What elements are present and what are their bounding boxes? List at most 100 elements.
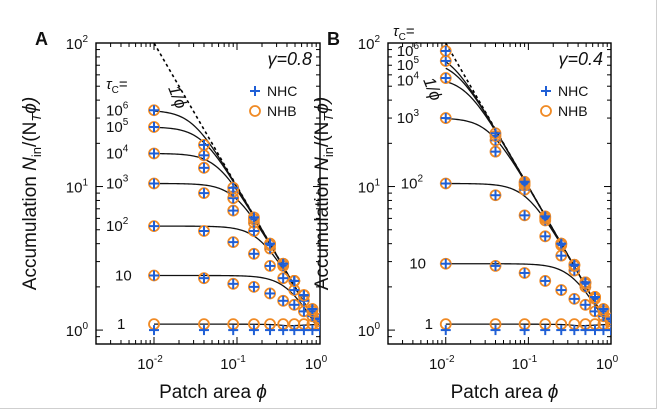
nhc-point: [198, 150, 209, 161]
nhc-point: [540, 325, 551, 336]
x-tick-label: 10-2: [137, 354, 163, 373]
nhc-point: [198, 325, 209, 336]
nhc-point: [598, 304, 609, 315]
y-tick-label: 100: [66, 321, 89, 340]
nhc-point: [228, 205, 239, 216]
nhc-point: [589, 292, 600, 303]
plot-content: [148, 43, 320, 336]
x-axis-label: Patch area ϕ: [451, 382, 559, 403]
nhc-point: [198, 273, 209, 284]
legend-marker-circle: [540, 105, 552, 117]
y-tick-label: 102: [358, 34, 381, 53]
nhc-point: [606, 316, 611, 327]
tau-label: 10: [409, 256, 426, 273]
nhc-point: [298, 290, 309, 301]
legend-marker-plus: [250, 86, 260, 96]
y-tick-label: 101: [358, 178, 381, 197]
nhc-point: [490, 128, 501, 139]
x-axis-label: Patch area ϕ: [159, 382, 267, 403]
tau-header: τC=: [106, 76, 128, 96]
nhc-point: [519, 267, 530, 278]
nhc-point: [580, 325, 591, 336]
nhc-point: [519, 210, 530, 221]
gamma-annotation: γ=0.4: [558, 49, 603, 69]
nhc-point: [265, 238, 276, 249]
tau-label: 104: [106, 143, 129, 162]
theory-curve: [154, 274, 320, 326]
tau-label: 103: [397, 108, 420, 127]
legend-marker-plus: [541, 86, 551, 96]
nhc-point: [519, 176, 530, 187]
nhc-point: [589, 325, 600, 336]
tau-label: 104: [397, 70, 420, 89]
x-tick-label: 10-1: [220, 354, 246, 373]
nhc-point: [440, 113, 451, 124]
nhc-point: [440, 55, 451, 66]
nhc-point: [149, 178, 160, 189]
nhc-point: [540, 231, 551, 242]
nhc-point: [228, 278, 239, 289]
tau-label: 102: [106, 216, 129, 235]
nhc-point: [540, 211, 551, 222]
nhc-point: [440, 45, 451, 56]
plot-content: [439, 43, 611, 336]
nhc-point: [556, 250, 567, 261]
legend-label: NHB: [558, 103, 588, 119]
nhc-point: [440, 178, 451, 189]
nhc-point: [315, 313, 320, 324]
tau-label: 102: [401, 174, 424, 193]
theory-curve: [445, 323, 611, 327]
panel-label: A: [35, 29, 48, 49]
nhc-point: [149, 221, 160, 232]
nhc-point: [248, 325, 259, 336]
nhc-point: [228, 237, 239, 248]
x-tick-label: 10-2: [429, 354, 455, 373]
legend-label: NHC: [558, 83, 588, 99]
tau-label: 1: [425, 316, 433, 333]
tau-label: 103: [106, 174, 129, 193]
nhc-point: [606, 313, 611, 324]
nhc-point: [198, 226, 209, 237]
nhc-point: [149, 148, 160, 159]
y-axis-label: Accumulation Nin/(NTϕ): [20, 97, 44, 290]
nhc-point: [198, 139, 209, 150]
reference-line-label: 1/ϕ: [164, 82, 190, 111]
nhc-point: [265, 288, 276, 299]
nhc-point: [490, 190, 501, 201]
tau-label: 105: [397, 55, 420, 74]
nhc-point: [289, 325, 300, 336]
tau-label: 106: [106, 100, 129, 119]
nhc-point: [149, 270, 160, 281]
nhc-point: [540, 275, 551, 286]
nhc-point: [248, 281, 259, 292]
tau-label: 106: [397, 41, 420, 60]
nhc-point: [198, 162, 209, 173]
nhc-point: [606, 325, 611, 336]
nhc-point: [289, 275, 300, 286]
gamma-annotation: γ=0.8: [267, 49, 312, 69]
nhc-point: [490, 325, 501, 336]
nhc-point: [149, 325, 160, 336]
tau-label: 105: [106, 117, 129, 136]
x-tick-label: 100: [305, 354, 328, 373]
nhc-point: [315, 316, 320, 327]
tau-header: τC=: [393, 23, 415, 43]
nhc-point: [278, 258, 289, 269]
x-tick-label: 100: [596, 354, 619, 373]
nhc-point: [569, 325, 580, 336]
y-tick-label: 102: [66, 34, 89, 53]
nhc-point: [198, 188, 209, 199]
x-tick-label: 10-1: [512, 354, 538, 373]
nhc-point: [228, 325, 239, 336]
theory-curve: [154, 323, 320, 327]
nhc-point: [149, 105, 160, 116]
y-tick-label: 100: [358, 321, 381, 340]
nhc-point: [569, 293, 580, 304]
nhc-point: [228, 182, 239, 193]
nhc-point: [289, 299, 300, 310]
nhc-point: [248, 212, 259, 223]
